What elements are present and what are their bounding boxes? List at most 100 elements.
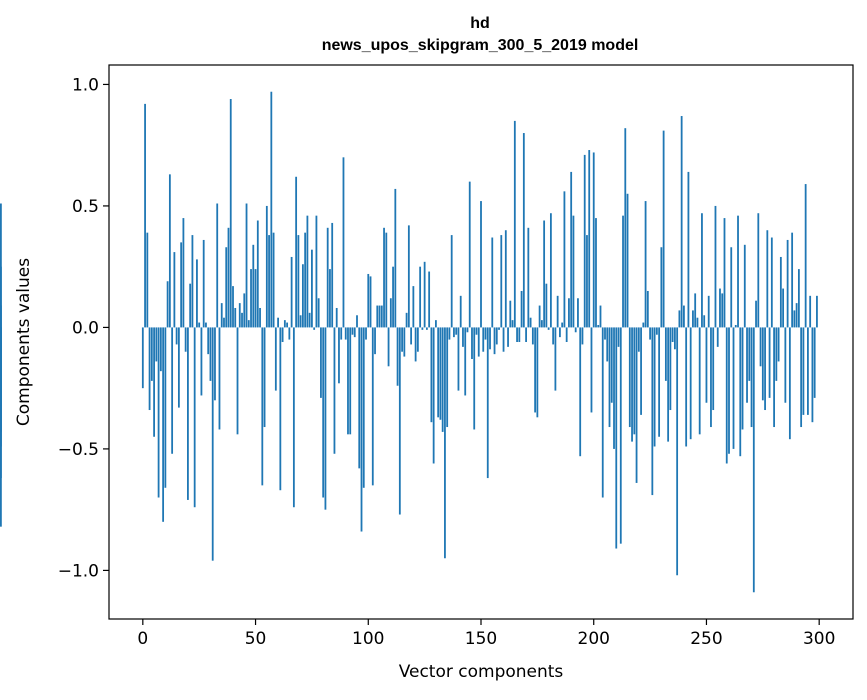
bar (441, 327, 444, 432)
bar (270, 91, 273, 328)
bar (640, 327, 642, 415)
bar (193, 327, 196, 508)
bar (407, 225, 410, 328)
bar (446, 327, 449, 428)
bar (387, 327, 390, 367)
bar (617, 327, 620, 347)
bar (0, 203, 2, 328)
chart-title: hd (470, 15, 490, 32)
bar (252, 244, 255, 328)
bar (586, 235, 588, 328)
bar (410, 327, 413, 345)
bar (340, 327, 343, 340)
bar (743, 244, 746, 328)
bar (502, 327, 505, 352)
bar (622, 215, 624, 328)
bar (238, 303, 241, 328)
bar (811, 327, 814, 423)
bar (295, 176, 298, 328)
bar (299, 315, 302, 328)
bar (466, 327, 469, 333)
bar (768, 327, 771, 398)
bar (227, 227, 230, 328)
bar (707, 295, 710, 328)
bar (202, 239, 205, 328)
bar (218, 327, 221, 430)
bar (378, 305, 381, 328)
bar (425, 327, 428, 330)
bar (793, 310, 796, 328)
bar (277, 317, 279, 328)
bar (157, 327, 160, 498)
chart-subtitle: news_upos_skipgram_300_5_2019 model (322, 37, 639, 54)
bar (166, 281, 169, 328)
bar (529, 317, 532, 328)
bar (646, 290, 649, 328)
bar (369, 276, 372, 328)
bar (572, 215, 575, 328)
bar (775, 327, 778, 381)
bar (633, 327, 636, 435)
bar (182, 218, 185, 328)
bar (437, 327, 440, 418)
bar (766, 230, 769, 328)
bar (552, 327, 555, 345)
bar (545, 283, 548, 328)
bar (250, 269, 252, 328)
bar (782, 288, 785, 328)
bar (669, 327, 672, 411)
bar (0, 327, 2, 406)
bar (520, 290, 523, 328)
bar (396, 327, 399, 386)
bar (362, 327, 365, 488)
bar (637, 327, 640, 352)
bar (148, 327, 151, 411)
bar (748, 327, 751, 381)
bar (813, 327, 816, 398)
bar (764, 327, 766, 411)
bars-layer (0, 91, 818, 593)
bar (577, 298, 579, 328)
bar (180, 242, 183, 328)
bar (322, 327, 325, 498)
bar (613, 327, 615, 449)
bar (631, 327, 633, 442)
bar (556, 295, 559, 328)
bar (405, 312, 408, 328)
bar (664, 327, 667, 381)
bar (0, 305, 2, 328)
bar (220, 303, 223, 328)
bar (540, 320, 543, 328)
bar (703, 315, 706, 328)
bar (245, 203, 248, 328)
bar (773, 327, 775, 428)
bar (189, 283, 192, 328)
bar (714, 205, 717, 328)
bar (683, 305, 685, 328)
bar (615, 327, 618, 549)
bar (236, 327, 239, 435)
bar (392, 266, 394, 328)
bar (486, 327, 489, 479)
bar (676, 327, 679, 576)
bar (428, 271, 431, 328)
bar (565, 327, 568, 342)
bar (705, 327, 708, 403)
y-tick-label: −0.5 (58, 440, 99, 460)
bar (265, 205, 268, 328)
bar (247, 320, 250, 328)
bar (331, 222, 334, 328)
bar (673, 327, 676, 350)
bar (601, 327, 604, 498)
bar (755, 300, 757, 328)
bar (338, 327, 340, 384)
bar (297, 235, 300, 328)
bar (171, 327, 174, 454)
bar (642, 322, 645, 328)
bar (344, 327, 347, 340)
bar (209, 327, 212, 381)
bar (536, 327, 539, 418)
bar (507, 327, 509, 347)
bar (146, 232, 149, 328)
